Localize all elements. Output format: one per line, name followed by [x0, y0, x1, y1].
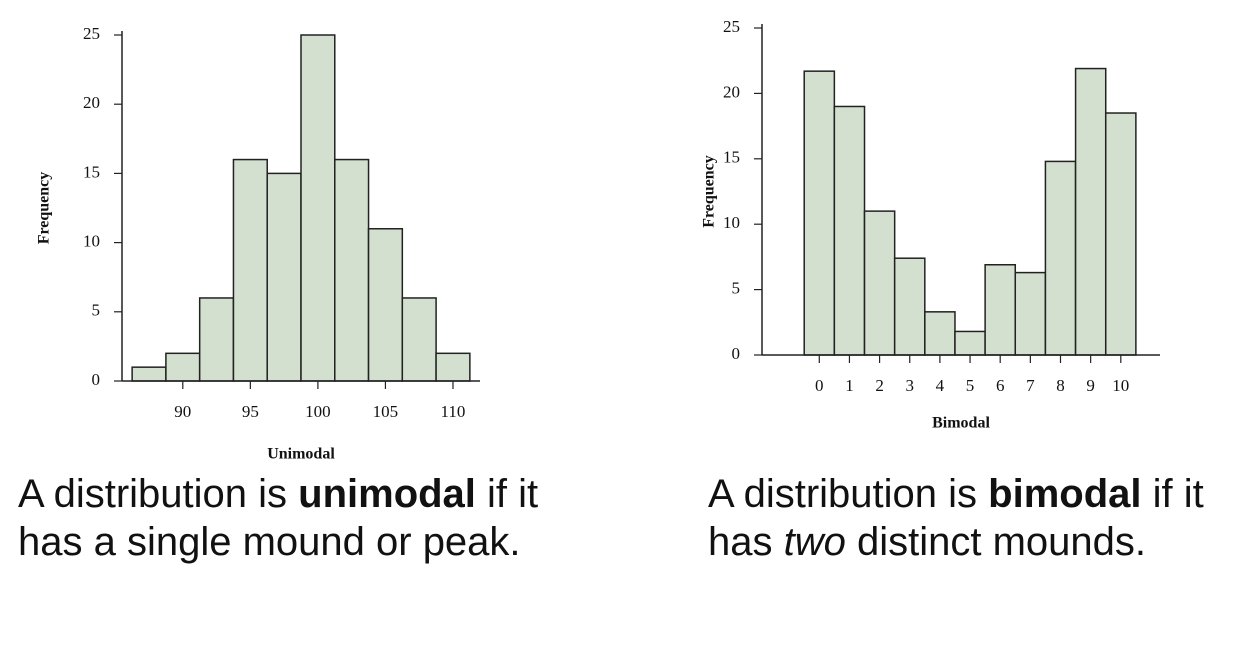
bar [232, 158, 268, 382]
x-tick-label: 1 [845, 376, 854, 395]
y-tick-label: 15 [723, 148, 740, 167]
bar [1014, 271, 1047, 356]
x-tick-label: 5 [966, 376, 975, 395]
y-tick-label: 0 [92, 370, 101, 389]
y-tick-label: 25 [723, 17, 740, 36]
bar [300, 34, 336, 382]
bar [1074, 67, 1107, 356]
caption-text: if it has [708, 472, 1204, 564]
x-axis-title: Bimodal [932, 415, 990, 432]
x-tick-label: 105 [373, 402, 399, 421]
x-tick-label: 7 [1026, 376, 1035, 395]
bar [435, 352, 471, 382]
caption-text: A distribution is [18, 472, 299, 516]
bar [984, 263, 1017, 356]
caption-text: if it has a single mound or peak. [18, 472, 539, 564]
bar [924, 311, 956, 356]
y-tick-label: 20 [83, 93, 100, 112]
caption-bold: bimodal [988, 472, 1142, 516]
x-tick-label: 6 [996, 376, 1005, 395]
x-tick-label: 8 [1056, 376, 1065, 395]
y-tick-label: 20 [723, 82, 740, 101]
x-tick-label: 2 [875, 376, 884, 395]
x-tick-label: 9 [1086, 376, 1095, 395]
bar [803, 70, 836, 356]
x-tick-label: 90 [174, 402, 191, 421]
x-tick-label: 110 [441, 402, 466, 421]
caption: A distribution is unimodal if it has a s… [18, 470, 578, 566]
y-tick-label: 0 [732, 344, 741, 363]
x-tick-label: 95 [242, 402, 259, 421]
x-axis-title: Unimodal [267, 446, 335, 463]
bar [334, 158, 370, 382]
x-tick-label: 3 [905, 376, 914, 395]
caption-text: distinct mounds. [845, 520, 1146, 564]
y-tick-label: 5 [732, 279, 741, 298]
bar [1044, 160, 1077, 356]
bar [198, 297, 235, 382]
y-tick-label: 25 [83, 24, 100, 43]
bar [165, 352, 201, 382]
bar [401, 297, 437, 382]
bar [893, 257, 926, 356]
y-tick-label: 10 [723, 213, 740, 232]
y-tick-label: 10 [83, 232, 100, 251]
bar [131, 366, 167, 382]
y-axis-title: Frequency [36, 172, 53, 245]
x-tick-label: 4 [936, 376, 945, 395]
caption-text: A distribution is [708, 472, 989, 516]
y-axis-title: Frequency [701, 155, 718, 228]
x-tick-label: 10 [1112, 376, 1129, 395]
bar [266, 172, 302, 382]
x-tick-label: 0 [815, 376, 824, 395]
y-tick-label: 15 [83, 162, 100, 181]
bar [954, 330, 986, 356]
bar [863, 210, 896, 356]
caption-italic: two [783, 520, 846, 564]
caption: A distribution is bimodal if it has two … [708, 470, 1238, 566]
y-tick-label: 5 [92, 301, 101, 320]
x-tick-label: 100 [305, 402, 331, 421]
bar [833, 105, 866, 356]
bar [367, 228, 404, 382]
caption-bold: unimodal [298, 472, 476, 516]
bar [1104, 112, 1137, 356]
